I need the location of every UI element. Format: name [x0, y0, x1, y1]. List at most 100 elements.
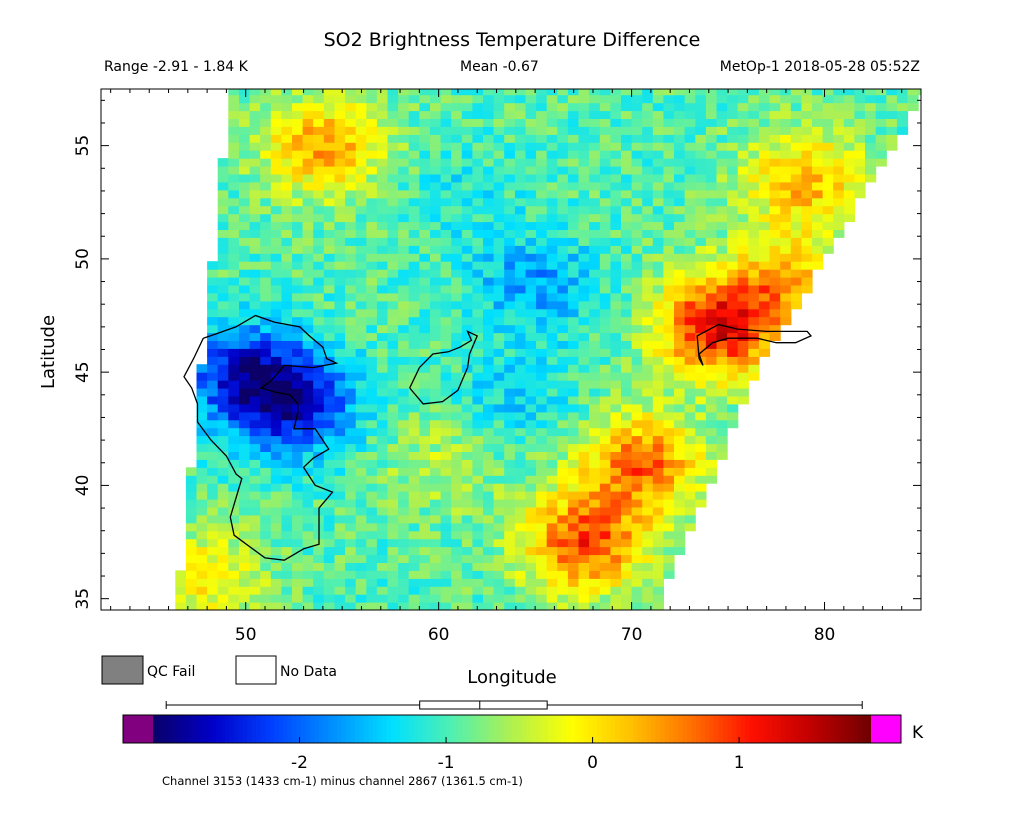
coastline-aral [409, 330, 479, 405]
colorbar-segment [301, 715, 307, 743]
heatmap-cell [419, 118, 431, 127]
heatmap-cell [504, 546, 516, 556]
heatmap-cell [705, 380, 718, 389]
heatmap-cell [567, 348, 580, 357]
heatmap-cell [408, 459, 420, 468]
heatmap-cell [430, 483, 442, 492]
heatmap-cell [621, 459, 633, 468]
heatmap-cell [292, 126, 304, 135]
heatmap-cell [366, 586, 378, 595]
heatmap-cell [398, 245, 410, 254]
colorbar-ticks: -2 -1 0 1 [291, 737, 745, 773]
heatmap-cell [440, 189, 452, 199]
heatmap-cell [727, 173, 739, 183]
heatmap-cell [249, 237, 261, 246]
heatmap-cell [302, 372, 314, 381]
heatmap-cell [451, 419, 463, 429]
heatmap-cell [323, 506, 335, 516]
heatmap-cell [334, 364, 346, 373]
heatmap-cell [260, 277, 272, 286]
colorbar-segment [233, 715, 239, 743]
heatmap-cell [313, 292, 325, 302]
heatmap-cell [599, 284, 611, 294]
heatmap-cell [398, 538, 410, 548]
heatmap-cell [578, 229, 590, 238]
heatmap-cell [663, 284, 675, 294]
heatmap-cell [323, 284, 335, 294]
heatmap-cell [536, 213, 548, 223]
heatmap-cell [758, 229, 771, 238]
heatmap-cell [387, 578, 399, 587]
heatmap-cell [281, 467, 293, 476]
heatmap-cell [207, 530, 219, 540]
heatmap-cell [769, 142, 781, 151]
heatmap-cell [567, 189, 580, 199]
heatmap-cell [217, 340, 229, 349]
heatmap-cell [196, 530, 208, 540]
heatmap-cell [589, 166, 601, 175]
heatmap-cell [610, 570, 622, 579]
heatmap-cell [684, 94, 696, 104]
heatmap-cell [748, 173, 760, 183]
heatmap-cell [451, 562, 463, 571]
heatmap-cell [525, 506, 537, 516]
heatmap-cell [398, 602, 410, 610]
heatmap-cell [207, 292, 219, 302]
heatmap-cell [408, 491, 420, 500]
heatmap-cell [217, 166, 229, 175]
colorbar-segment [503, 715, 509, 743]
heatmap-cell [398, 324, 410, 334]
heatmap-cell [313, 94, 325, 104]
heatmap-cell [737, 284, 749, 294]
heatmap-cell [472, 284, 484, 294]
heatmap-cell [642, 324, 654, 334]
heatmap-cell [748, 94, 760, 104]
heatmap-cell [567, 594, 580, 603]
heatmap-cell [419, 189, 431, 199]
heatmap-cell [239, 491, 251, 500]
colorbar-segment [161, 715, 168, 743]
heatmap-cell [578, 189, 590, 199]
heatmap-cell [483, 372, 495, 381]
heatmap-cell [642, 380, 654, 389]
heatmap-cell [430, 284, 442, 294]
heatmap-cell [631, 158, 643, 167]
heatmap-cell [313, 181, 325, 191]
heatmap-cell [387, 602, 399, 610]
heatmap-cell [642, 435, 654, 445]
heatmap-cell [419, 530, 431, 540]
heatmap-cell [461, 475, 473, 484]
heatmap-cell [589, 451, 601, 460]
heatmap-cell [334, 594, 346, 603]
heatmap-cell [610, 467, 622, 476]
heatmap-cell [610, 221, 622, 230]
heatmap-cell [249, 602, 261, 610]
heatmap-cell [217, 427, 229, 437]
heatmap-cell [493, 110, 505, 119]
heatmap-cell [313, 491, 325, 500]
heatmap-cell [652, 554, 664, 563]
heatmap-cell [493, 499, 505, 508]
heatmap-cell [769, 261, 781, 270]
heatmap-cell [398, 522, 410, 532]
heatmap-cell [758, 205, 771, 215]
heatmap-cell [546, 300, 558, 310]
heatmap-cell [217, 411, 229, 421]
heatmap-cell [705, 142, 718, 151]
heatmap-cell [281, 221, 293, 230]
heatmap-cell [663, 530, 675, 540]
heatmap-cell [281, 253, 293, 262]
heatmap-cell [355, 102, 367, 112]
heatmap-cell [228, 554, 240, 563]
heatmap-cell [610, 586, 622, 595]
heatmap-cell [196, 538, 208, 548]
heatmap-cell [334, 435, 346, 445]
heatmap-cell [801, 94, 813, 104]
heatmap-cell [334, 554, 346, 563]
heatmap-cell [610, 324, 622, 334]
heatmap-cell [812, 261, 824, 270]
colorbar-segment [494, 715, 500, 743]
heatmap-cell [366, 451, 378, 460]
heatmap-cell [239, 89, 251, 96]
heatmap-cell [631, 300, 643, 310]
